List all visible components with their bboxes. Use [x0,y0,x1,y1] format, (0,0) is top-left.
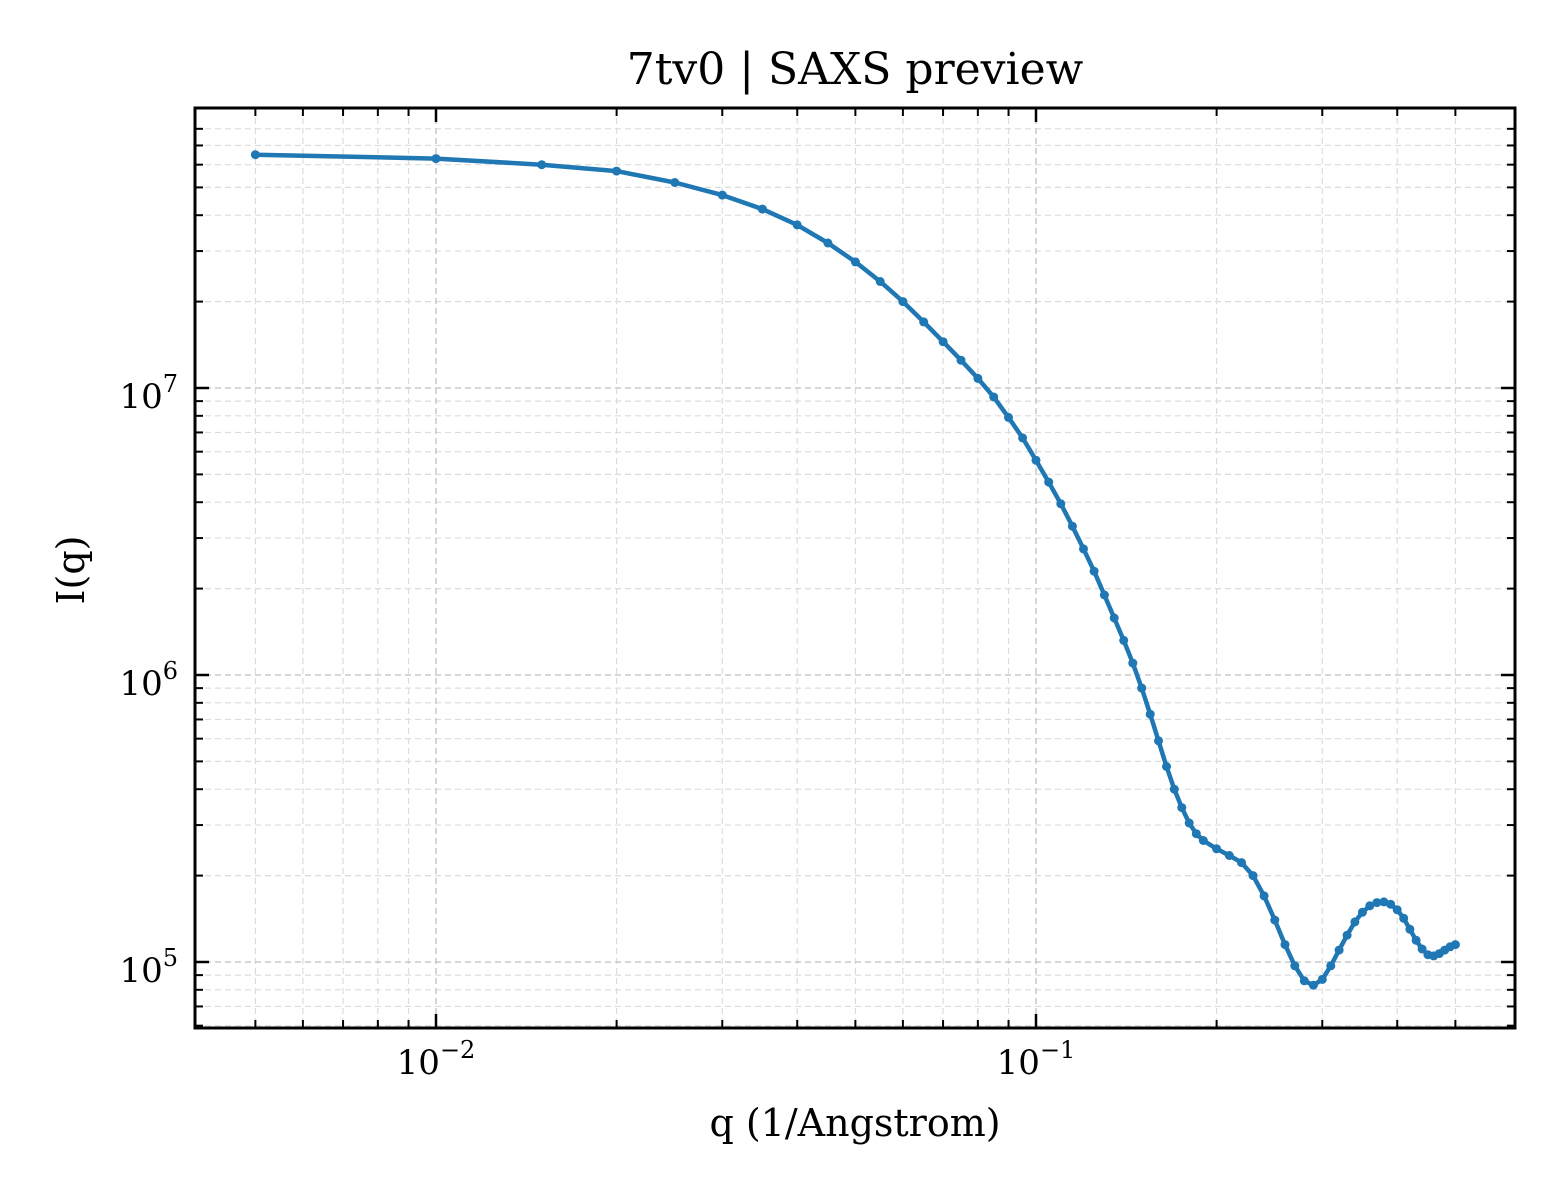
data-point [1270,915,1280,925]
y-tick-label: 105 [119,944,178,991]
data-point [431,154,441,164]
data-point [612,166,622,176]
data-point [537,160,547,170]
data-point [1450,940,1460,950]
data-point [973,373,983,383]
data-point [1334,945,1344,955]
data-point [1212,844,1222,854]
data-point [1128,658,1138,668]
x-tick-label: 10−2 [397,1036,476,1083]
data-point [757,204,767,214]
grid-minor [195,108,1515,1028]
data-point [1248,871,1258,881]
data-point [956,355,966,365]
data-point [898,297,908,307]
data-point [1372,898,1382,908]
data-point [1350,917,1360,927]
data-point [1169,784,1179,794]
data-point [1004,412,1013,422]
data-point [1308,980,1318,990]
data-point [850,257,860,267]
data-point [1224,851,1234,860]
tick-labels: 10−2 10−1 105 106 107 [119,370,1075,1083]
data-point [1099,590,1109,600]
data-point [1386,899,1396,909]
data-point [1417,944,1427,954]
data-point [1162,762,1171,771]
grid-major [195,108,1515,1028]
data-point [1399,913,1409,923]
data-point [1357,907,1367,917]
data-point [1326,961,1336,971]
data-point [670,178,680,187]
data-point [1259,891,1269,901]
data-point [1031,455,1041,465]
data-point [250,150,260,160]
data-point [875,277,885,286]
data-point [1109,613,1119,623]
data-point [1290,961,1300,971]
data-point [1365,901,1375,911]
data-point [1137,683,1147,693]
x-tick-label: 10−1 [997,1036,1076,1083]
chart-title: 7tv0 | SAXS preview [627,44,1084,95]
plot-frame [193,106,1517,1030]
data-point [1317,974,1327,984]
data-point [1067,521,1077,531]
data-point [1198,836,1208,845]
data-point [1342,930,1352,940]
data-point [1405,924,1415,934]
data-point [1411,935,1421,945]
data-point [919,317,929,327]
data-point [1280,940,1290,950]
data-point [1177,803,1187,813]
data-point [1056,499,1066,509]
series-layer [250,150,1460,990]
data-point [1154,736,1163,746]
data-point [1044,477,1054,487]
data-point [1079,544,1088,554]
data-point [1119,635,1129,645]
data-point [1191,829,1201,839]
data-point [792,220,802,230]
data-point [1299,976,1309,986]
data-point [938,337,948,347]
data-point [1184,818,1194,828]
y-tick-label: 107 [119,370,178,417]
data-point [1392,905,1402,915]
data-point [1018,433,1028,443]
data-point [717,190,727,200]
data-point [823,238,833,248]
data-point [989,392,999,402]
y-axis-label: I(q) [49,536,93,605]
data-point [1237,858,1246,868]
x-axis-label: q (1/Angstrom) [709,1101,1000,1145]
y-tick-label: 106 [119,657,178,704]
data-point [1145,709,1155,719]
data-point [1089,566,1099,576]
